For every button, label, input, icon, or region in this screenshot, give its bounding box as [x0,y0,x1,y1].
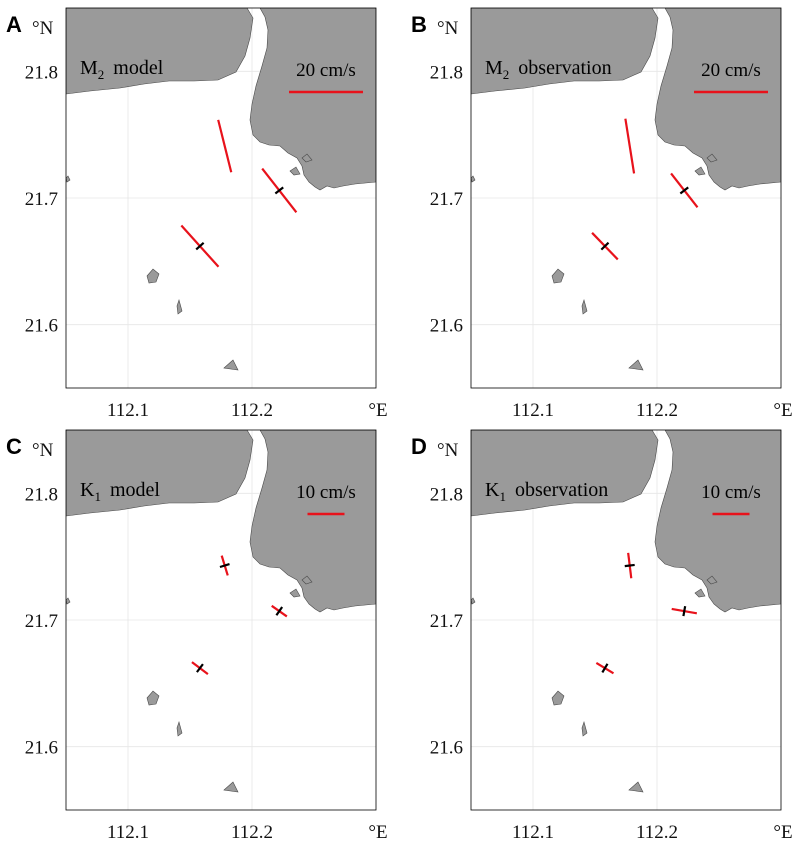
tidal-ellipse-station [591,232,619,261]
panel-label: observation [510,479,608,501]
panel-letter: B [411,12,427,37]
lon-tick-label: 112.1 [512,400,554,421]
tidal-ellipse-station [180,224,220,268]
panel-label: model [108,57,163,79]
tidal-ellipse-station [670,172,699,208]
panel-b: B M2 observation 20 cm/s °N 21.8 21.7 21.6 112.… [411,7,793,421]
lon-tick-label: 112.1 [512,822,554,843]
lon-unit: °E [368,822,387,843]
lon-tick-label: 112.1 [107,822,149,843]
panel-label: model [105,479,160,501]
lat-tick-label: 21.6 [430,316,463,337]
tidal-ellipse-station [191,661,209,676]
lon-tick-label: 112.2 [231,822,273,843]
tidal-ellipse-station [595,662,615,675]
lat-tick-label: 21.7 [430,189,463,210]
ellipse-minor-axis [624,563,635,568]
panel-letter: C [6,434,22,459]
lon-tick-label: 112.1 [107,400,149,421]
panel-title: M2 observation [485,57,612,82]
lat-unit: °N [437,18,459,39]
panel-title: K1 observation [485,479,608,504]
ellipse-minor-axis [219,563,230,569]
lat-tick-label: 21.8 [430,484,463,505]
ellipse-minor-axis [682,606,687,617]
tidal-ellipse-station [624,552,635,579]
ellipse-minor-axis [600,241,610,251]
constituent-name: K [485,479,500,501]
lat-tick-label: 21.6 [430,738,463,759]
lat-tick-label: 21.6 [25,738,58,759]
panel-title: M2 model [80,57,164,82]
lat-tick-label: 21.8 [25,62,58,83]
tidal-ellipse-station [217,119,233,173]
map-frame [470,429,782,811]
ellipse-major-axis [624,118,636,174]
lon-unit: °E [773,822,792,843]
lat-tick-label: 21.7 [430,611,463,632]
lat-tick-label: 21.8 [25,484,58,505]
lat-tick-label: 21.8 [430,62,463,83]
panel-letter: A [6,12,22,37]
lon-tick-label: 112.2 [636,822,678,843]
lat-tick-label: 21.7 [25,189,58,210]
constituent-subscript: 1 [499,489,506,504]
ellipse-minor-axis [275,606,284,616]
constituent-subscript: 1 [94,489,101,504]
scale-label: 20 cm/s [701,60,761,81]
ellipse-minor-axis [601,663,609,673]
constituent-subscript: 2 [98,67,105,82]
map-frame [65,429,377,811]
panel-a: A M2 model 20 cm/s °N 21.8 21.7 21.6 112.1 112.2… [6,7,388,421]
lat-unit: °N [32,18,54,39]
constituent-name: M [80,57,98,79]
ellipse-major-axis [217,119,233,173]
panel-letter: D [411,434,427,459]
scale-label: 10 cm/s [701,482,761,503]
ellipse-minor-axis [196,663,204,673]
tidal-ellipse-station [271,604,288,618]
tidal-ellipse-station [671,606,698,617]
constituent-name: M [485,57,503,79]
scale-label: 20 cm/s [296,60,356,81]
scale-label: 10 cm/s [296,482,356,503]
map-frame [470,7,782,389]
map-frame [65,7,377,389]
constituent-name: K [80,479,95,501]
panel-c: C K1 model 10 cm/s °N 21.8 21.7 21.6 112.1 112.2… [6,429,388,843]
constituent-subscript: 2 [503,67,510,82]
lon-tick-label: 112.2 [636,400,678,421]
lat-tick-label: 21.7 [25,611,58,632]
lat-tick-label: 21.6 [25,316,58,337]
ellipse-minor-axis [679,186,689,195]
ellipse-minor-axis [274,186,284,195]
lon-unit: °E [773,400,792,421]
panel-title: K1 model [80,479,160,504]
panel-label: observation [513,57,611,79]
tidal-ellipse-station [219,555,230,576]
ellipse-minor-axis [195,241,205,251]
lon-unit: °E [368,400,387,421]
lat-unit: °N [32,440,54,461]
panel-d: D K1 observation 10 cm/s °N 21.8 21.7 21.6 112.… [411,429,793,843]
tidal-ellipse-station [624,118,636,174]
tidal-ellipse-station [261,167,298,213]
lon-tick-label: 112.2 [231,400,273,421]
lat-unit: °N [437,440,459,461]
